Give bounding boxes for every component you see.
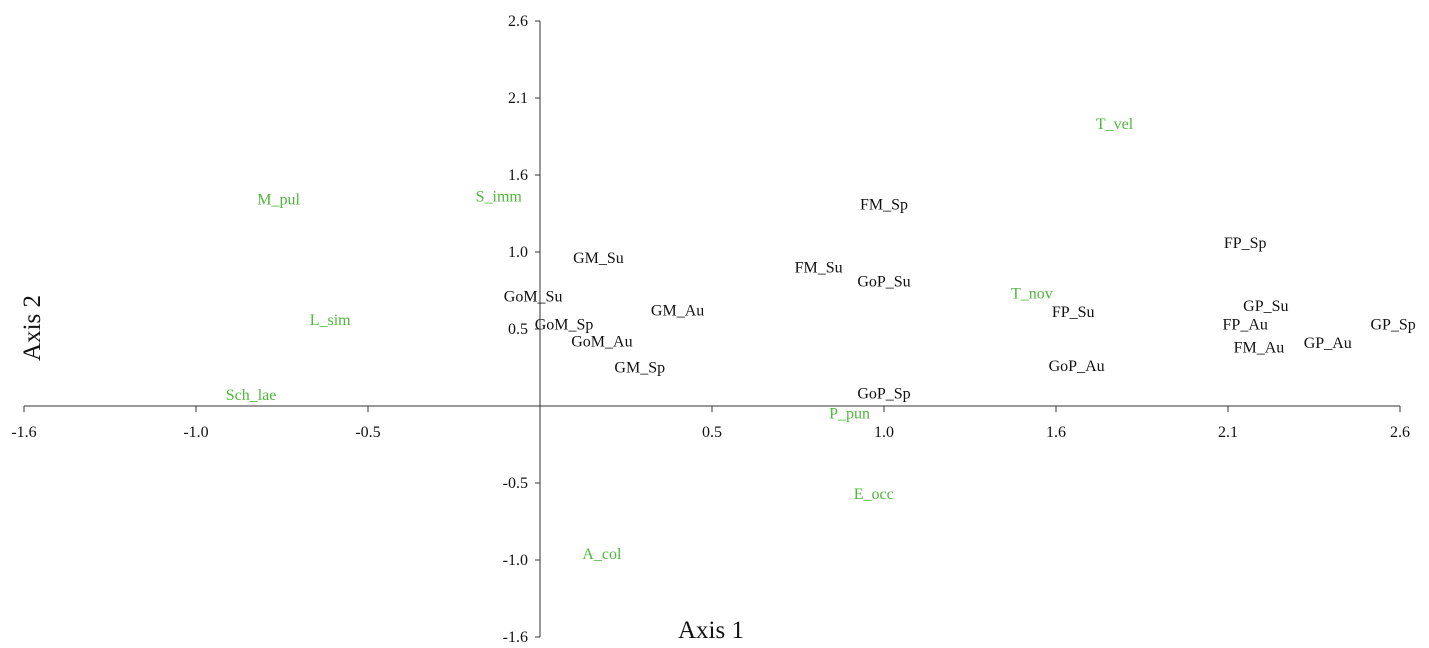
point-label: GoM_Au <box>571 333 632 350</box>
y-tick-label: -0.5 <box>503 475 528 492</box>
point-label: T_vel <box>1096 116 1134 133</box>
y-tick-label: 0.5 <box>508 321 528 338</box>
y-tick-label: 1.6 <box>508 167 528 184</box>
point-label: P_pun <box>829 406 870 423</box>
point-label: GoM_Su <box>504 289 563 306</box>
point-label: FM_Sp <box>860 196 908 213</box>
y-tick-label: 2.6 <box>508 13 528 30</box>
point-label: FP_Sp <box>1224 235 1267 252</box>
x-tick-label: -0.5 <box>355 424 380 441</box>
point-label: GM_Su <box>573 250 624 267</box>
point-label: L_sim <box>310 312 351 329</box>
point-label: GP_Au <box>1304 335 1352 352</box>
y-tick-label: -1.6 <box>503 629 528 646</box>
x-tick-label: -1.6 <box>11 424 36 441</box>
point-label: Sch_lae <box>226 387 277 404</box>
point-label: E_occ <box>854 486 894 503</box>
point-label: GM_Au <box>651 303 704 320</box>
x-tick-label: 0.5 <box>702 424 722 441</box>
point-label: GoP_Su <box>857 273 910 290</box>
point-label: GP_Su <box>1243 298 1288 315</box>
point-label: S_imm <box>476 189 523 206</box>
x-tick-label: 2.6 <box>1390 424 1410 441</box>
x-tick-label: 2.1 <box>1218 424 1238 441</box>
point-label: FP_Au <box>1223 316 1268 333</box>
axes <box>24 21 1400 637</box>
point-label: GoP_Sp <box>857 386 910 403</box>
point-label: M_pul <box>257 192 300 209</box>
point-label: FM_Su <box>795 259 843 276</box>
x-axis-tick-labels: -1.6 -1.0 -0.5 0.5 1.0 1.6 2.1 2.6 <box>11 406 1410 441</box>
x-tick-label: 1.6 <box>1046 424 1066 441</box>
point-label: FP_Su <box>1052 304 1095 321</box>
x-tick-label: 1.0 <box>874 424 894 441</box>
point-label: T_nov <box>1011 286 1053 303</box>
point-label: GoP_Au <box>1049 358 1105 375</box>
point-label: FM_Au <box>1234 339 1285 356</box>
point-label: GP_Sp <box>1370 316 1415 333</box>
y-tick-label: -1.0 <box>503 552 528 569</box>
y-axis-title: Axis 2 <box>19 295 46 361</box>
x-axis-title: Axis 1 <box>678 617 744 644</box>
point-label: GM_Sp <box>614 360 665 377</box>
point-label: GoM_Sp <box>535 316 594 333</box>
y-tick-label: 1.0 <box>508 244 528 261</box>
y-axis-tick-labels: 2.6 2.1 1.6 1.0 0.5 -0.5 -1.0 -1.6 <box>503 13 540 646</box>
y-tick-label: 2.1 <box>508 90 528 107</box>
point-label: A_col <box>582 546 622 563</box>
x-tick-label: -1.0 <box>183 424 208 441</box>
point-labels: FM_Sp FP_Sp GM_Su FM_Su GoP_Su GoM_Su GP_Su GM_… <box>226 116 1416 563</box>
